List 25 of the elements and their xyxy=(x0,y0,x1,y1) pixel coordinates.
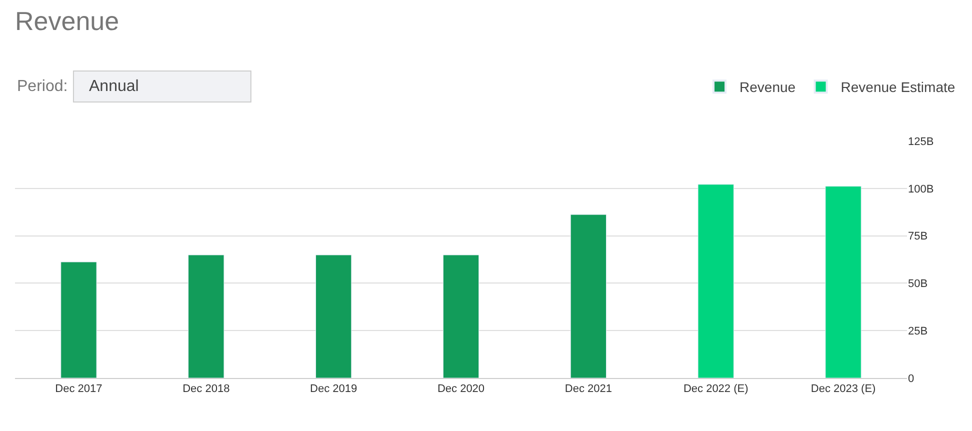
bar xyxy=(315,254,352,378)
chart-title: Revenue xyxy=(15,6,120,36)
y-tick-label: 0 xyxy=(908,372,914,385)
y-tick-label: 50B xyxy=(908,278,928,290)
x-tick-label: Dec 2019 xyxy=(310,383,358,396)
bar xyxy=(570,214,607,378)
x-tick-label: Dec 2020 xyxy=(437,383,485,396)
y-tick-label: 100B xyxy=(908,183,934,196)
legend-label: Revenue xyxy=(740,79,796,96)
text: Period: xyxy=(17,78,68,95)
bar xyxy=(442,254,480,378)
y-tick-label: 75B xyxy=(908,230,928,243)
bar xyxy=(60,262,97,378)
legend-label: Revenue Estimate xyxy=(840,79,956,96)
y-tick-label: 125B xyxy=(908,136,934,148)
bar xyxy=(698,184,734,378)
bar xyxy=(188,254,224,378)
x-tick-label: Dec 2021 xyxy=(564,383,612,396)
x-tick-label: Dec 2022 (E) xyxy=(683,383,748,396)
x-tick-label: Dec 2017 xyxy=(55,383,102,396)
text: Annual xyxy=(89,78,139,95)
x-tick-label: Dec 2023 (E) xyxy=(810,383,876,396)
y-tick-label: 25B xyxy=(908,325,928,338)
bar xyxy=(825,186,862,378)
x-tick-label: Dec 2018 xyxy=(182,383,230,396)
